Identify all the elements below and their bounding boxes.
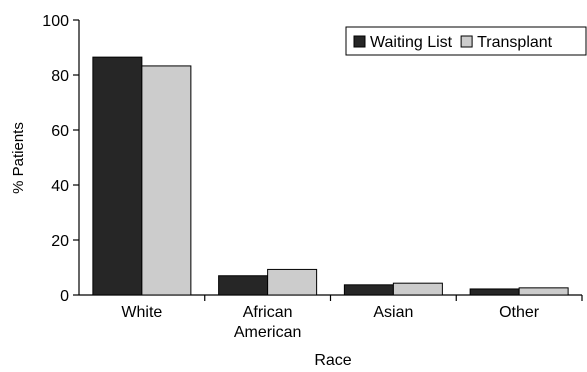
y-tick-label: 80 xyxy=(51,68,69,85)
chart-axes: 0 20 40 60 80 100 White African American Asian Oth… xyxy=(42,13,583,341)
x-tick-label: Other xyxy=(499,304,540,321)
bar-transplant xyxy=(518,287,569,296)
chart-bars xyxy=(92,56,569,296)
bar-waiting-list xyxy=(343,284,394,296)
legend-label: Waiting List xyxy=(370,34,453,51)
bar-transplant xyxy=(141,65,192,296)
legend-swatch xyxy=(460,35,473,48)
x-axis-label: Race xyxy=(314,352,351,369)
x-tick-label: Asian xyxy=(373,304,413,321)
bar-transplant xyxy=(267,268,318,296)
y-axis-label: % Patients xyxy=(10,122,27,194)
y-tick-label: 20 xyxy=(51,233,69,250)
legend-label: Transplant xyxy=(477,34,553,51)
x-tick-label: African xyxy=(243,304,293,321)
y-tick-label: 100 xyxy=(42,13,69,30)
y-tick-label: 60 xyxy=(51,123,69,140)
bar-waiting-list xyxy=(92,56,143,296)
bar-transplant xyxy=(392,282,443,296)
y-tick-label: 0 xyxy=(60,288,69,305)
x-tick-label: American xyxy=(234,324,302,341)
y-tick-label: 40 xyxy=(51,178,69,195)
x-tick-label: White xyxy=(121,304,162,321)
legend-swatch xyxy=(353,35,366,48)
bar-waiting-list xyxy=(218,275,269,296)
chart-legend: Waiting List Transplant xyxy=(345,26,587,56)
bar-waiting-list xyxy=(469,288,520,296)
